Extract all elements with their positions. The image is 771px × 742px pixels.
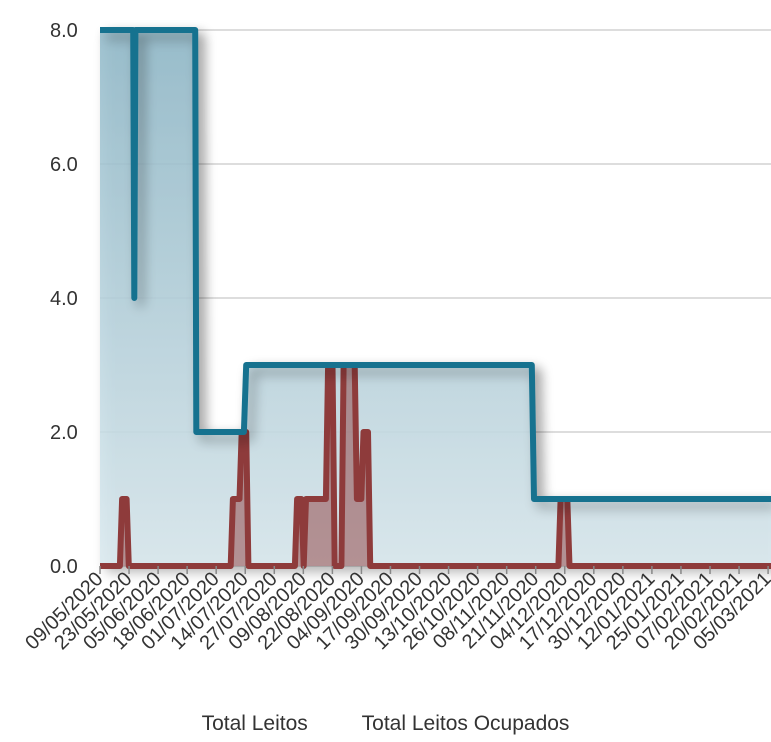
y-tick-label: 0.0 [50,556,78,578]
series-line-total-leitos-ocupados[interactable] [100,362,771,569]
y-tick-label: 8.0 [50,20,78,42]
series-line-total-leitos[interactable] [100,27,771,502]
legend: Total Leitos Total Leitos Ocupados [0,712,771,736]
y-tick-label: 2.0 [50,422,78,444]
y-tick-label: 6.0 [50,154,78,176]
series-area-total-leitos [100,30,771,566]
y-tick-label: 4.0 [50,288,78,310]
legend-item-total-leitos[interactable]: Total Leitos [201,712,308,735]
legend-item-total-leitos-ocupados[interactable]: Total Leitos Ocupados [361,712,570,735]
